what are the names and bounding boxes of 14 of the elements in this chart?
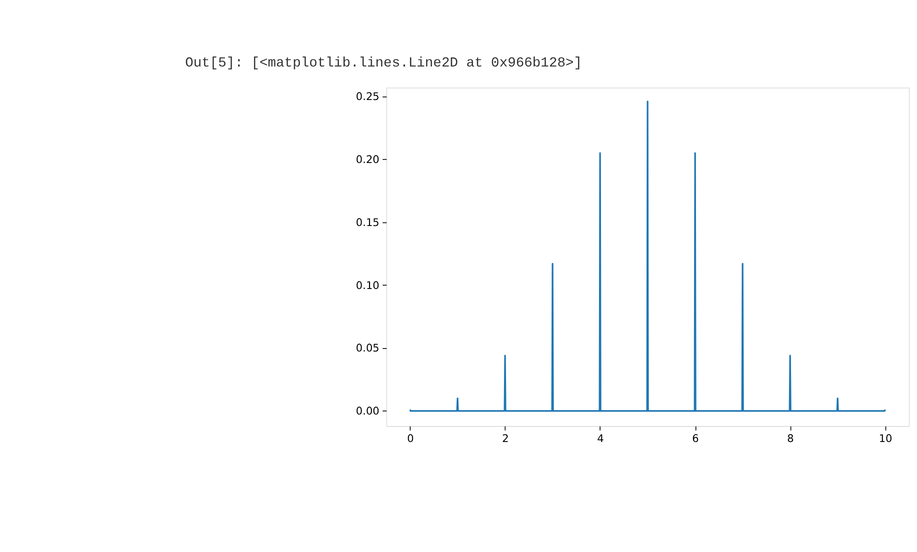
x-tick-label: 0: [407, 432, 414, 445]
x-tick-label: 10: [878, 432, 892, 445]
x-tick-label: 6: [692, 432, 700, 445]
x-tick-label: 4: [597, 432, 604, 445]
y-tick-label: 0.10: [356, 280, 380, 292]
y-tick-label: 0.15: [356, 216, 380, 229]
y-tick-label: 0.05: [356, 342, 380, 355]
x-tick-label: 2: [502, 432, 509, 445]
y-tick-label: 0.20: [356, 154, 380, 166]
text: Out[5]: [<matplotlib.lines.Line2D at 0x966b128>]: [185, 56, 582, 72]
y-tick-label: 0.00: [356, 406, 380, 418]
y-tick-label: 0.25: [356, 91, 380, 104]
line-series: [409, 100, 886, 412]
x-tick-label: 8: [787, 432, 794, 445]
